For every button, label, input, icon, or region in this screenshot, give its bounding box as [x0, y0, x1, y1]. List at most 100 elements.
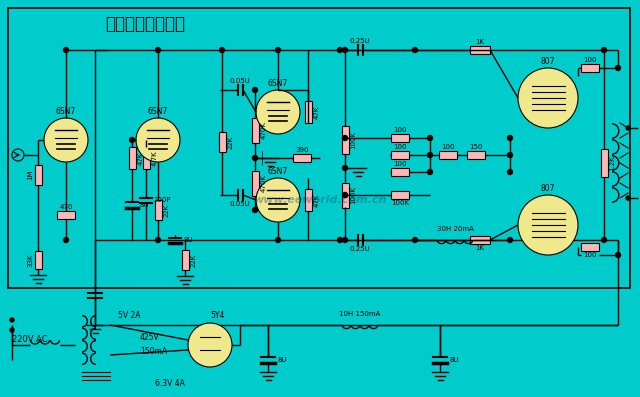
Text: 8U: 8U: [140, 202, 150, 208]
Circle shape: [256, 178, 300, 222]
Text: 470K: 470K: [260, 174, 266, 192]
Bar: [293, 154, 311, 162]
Circle shape: [156, 237, 161, 243]
Circle shape: [616, 252, 621, 258]
Circle shape: [129, 137, 134, 143]
Text: 200P: 200P: [154, 197, 172, 203]
Bar: [305, 101, 312, 123]
Bar: [600, 149, 607, 177]
Circle shape: [602, 48, 607, 52]
Circle shape: [188, 323, 232, 367]
Bar: [35, 165, 42, 185]
Bar: [252, 118, 259, 143]
Text: 10H 150mA: 10H 150mA: [339, 311, 381, 317]
Circle shape: [518, 68, 578, 128]
Text: 5Y4: 5Y4: [211, 311, 225, 320]
Circle shape: [10, 318, 14, 322]
Circle shape: [428, 152, 433, 158]
Circle shape: [508, 135, 513, 141]
Circle shape: [342, 237, 348, 243]
Circle shape: [337, 237, 342, 243]
Circle shape: [616, 66, 621, 71]
Circle shape: [508, 170, 513, 175]
Bar: [467, 151, 485, 159]
Text: 1K: 1K: [476, 245, 484, 251]
Text: 30H 20mA: 30H 20mA: [436, 226, 474, 232]
Text: 100: 100: [393, 127, 407, 133]
Text: 807: 807: [541, 57, 556, 66]
Bar: [342, 126, 349, 154]
Bar: [57, 211, 75, 219]
Bar: [439, 151, 457, 159]
Text: 220V AC: 220V AC: [12, 335, 47, 345]
Circle shape: [342, 166, 348, 170]
Text: 1.2K: 1.2K: [609, 155, 616, 171]
Bar: [182, 250, 189, 270]
Circle shape: [275, 237, 280, 243]
Bar: [8, 8, 630, 288]
Text: 1M: 1M: [28, 170, 33, 180]
Text: 6.3V 4A: 6.3V 4A: [155, 378, 185, 387]
Text: 100K: 100K: [391, 200, 409, 206]
Text: 22K: 22K: [191, 253, 196, 267]
Circle shape: [253, 208, 257, 212]
Circle shape: [275, 48, 280, 52]
Circle shape: [10, 328, 14, 332]
Text: 威廉逊放大器电路: 威廉逊放大器电路: [105, 15, 185, 33]
Circle shape: [156, 48, 161, 52]
Bar: [391, 168, 409, 176]
Bar: [391, 134, 409, 142]
Text: 100: 100: [583, 252, 596, 258]
Text: 100: 100: [393, 144, 407, 150]
Text: 807: 807: [541, 184, 556, 193]
Text: 33K: 33K: [28, 253, 33, 267]
Text: 150mA: 150mA: [140, 347, 167, 357]
Circle shape: [136, 118, 180, 162]
Bar: [154, 200, 161, 220]
Circle shape: [253, 156, 257, 160]
Text: 0.25U: 0.25U: [349, 38, 371, 44]
Text: 100: 100: [393, 161, 407, 167]
Bar: [305, 189, 312, 211]
Text: 47K: 47K: [314, 105, 319, 119]
Circle shape: [337, 48, 342, 52]
Text: 5V 2A: 5V 2A: [118, 310, 141, 320]
Text: 6SN7: 6SN7: [56, 107, 76, 116]
Text: 0.25U: 0.25U: [349, 246, 371, 252]
Bar: [252, 170, 259, 195]
Circle shape: [518, 195, 578, 255]
Circle shape: [342, 48, 348, 52]
Text: 22K: 22K: [227, 135, 234, 148]
Text: 47K: 47K: [314, 193, 319, 207]
Text: 470: 470: [60, 204, 73, 210]
Circle shape: [63, 48, 68, 52]
Bar: [581, 243, 599, 251]
Text: 100K: 100K: [351, 186, 356, 204]
Text: 0.05U: 0.05U: [230, 78, 250, 84]
Text: 100: 100: [441, 144, 455, 150]
Text: www.eeworld.com.cn: www.eeworld.com.cn: [253, 195, 387, 205]
Bar: [218, 132, 225, 152]
Text: 100K: 100K: [351, 131, 356, 149]
Text: 6SN7: 6SN7: [268, 167, 288, 176]
Text: 1K: 1K: [476, 39, 484, 45]
Bar: [35, 251, 42, 269]
Circle shape: [428, 135, 433, 141]
Circle shape: [413, 48, 417, 52]
Circle shape: [342, 193, 348, 197]
Circle shape: [626, 196, 630, 200]
Text: 470K: 470K: [260, 121, 266, 139]
Circle shape: [413, 237, 417, 243]
Bar: [391, 191, 409, 199]
Bar: [470, 236, 490, 244]
Circle shape: [508, 237, 513, 243]
Text: 22K: 22K: [163, 203, 170, 217]
Text: 8U: 8U: [183, 237, 193, 243]
Text: 0.05U: 0.05U: [230, 201, 250, 207]
Text: 47K: 47K: [138, 151, 143, 165]
Text: 100: 100: [583, 57, 596, 63]
Circle shape: [256, 90, 300, 134]
Text: 390: 390: [295, 147, 308, 153]
Circle shape: [626, 126, 630, 130]
Circle shape: [428, 170, 433, 175]
